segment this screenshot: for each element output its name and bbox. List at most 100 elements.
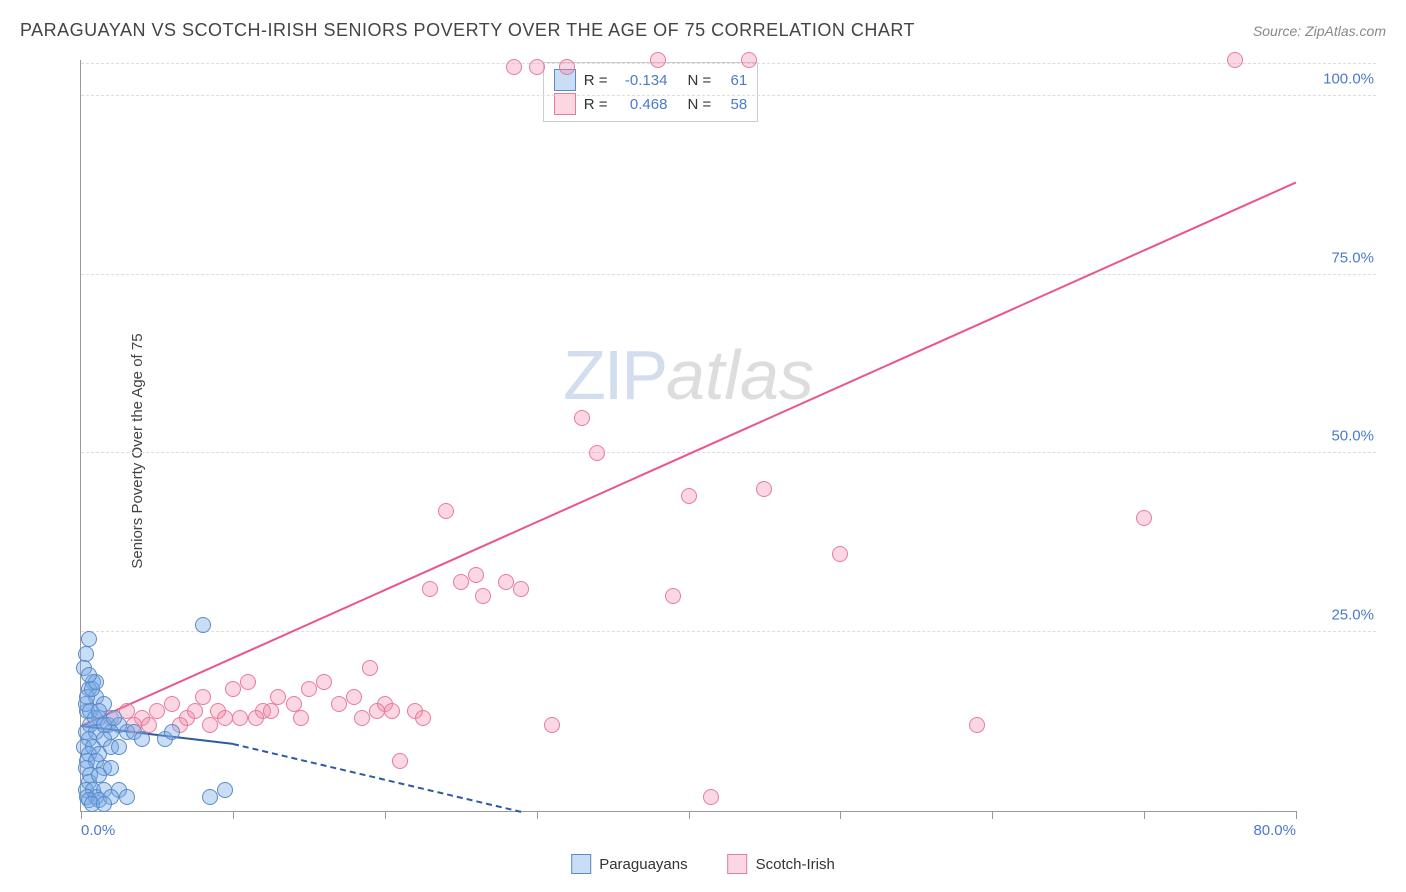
chart-header: PARAGUAYAN VS SCOTCH-IRISH SENIORS POVER… xyxy=(20,20,1386,41)
scatter-point xyxy=(681,488,697,504)
x-tick xyxy=(1296,811,1297,819)
legend-item: Scotch-Irish xyxy=(728,854,835,874)
watermark: ZIPatlas xyxy=(563,335,814,415)
x-tick xyxy=(81,811,82,819)
chart-title: PARAGUAYAN VS SCOTCH-IRISH SENIORS POVER… xyxy=(20,20,915,41)
scatter-point xyxy=(415,710,431,726)
scatter-point xyxy=(384,703,400,719)
x-tick-label: 80.0% xyxy=(1253,822,1296,839)
scatter-point xyxy=(202,789,218,805)
x-tick xyxy=(840,811,841,819)
gridline-h xyxy=(81,63,1376,64)
scatter-point xyxy=(225,681,241,697)
scatter-point xyxy=(589,445,605,461)
scatter-point xyxy=(134,731,150,747)
scatter-point xyxy=(248,710,264,726)
y-tick-label: 25.0% xyxy=(1331,607,1374,624)
scatter-point xyxy=(513,581,529,597)
scatter-point xyxy=(111,739,127,755)
stats-r-value: 0.468 xyxy=(615,96,667,113)
stats-n-value: 58 xyxy=(719,96,747,113)
scatter-point xyxy=(498,574,514,590)
scatter-point xyxy=(969,717,985,733)
scatter-point xyxy=(741,52,757,68)
scatter-point xyxy=(354,710,370,726)
scatter-plot: ZIPatlas R =-0.134N =61R =0.468N =58 25.… xyxy=(80,60,1296,812)
trend-line-dashed xyxy=(233,743,522,813)
x-tick xyxy=(1144,811,1145,819)
scatter-point xyxy=(574,410,590,426)
x-tick xyxy=(689,811,690,819)
x-tick xyxy=(385,811,386,819)
stats-row: R =0.468N =58 xyxy=(554,93,748,115)
scatter-point xyxy=(529,59,545,75)
x-tick xyxy=(992,811,993,819)
scatter-point xyxy=(468,567,484,583)
scatter-point xyxy=(240,674,256,690)
watermark-atlas: atlas xyxy=(666,336,814,414)
y-tick-label: 75.0% xyxy=(1331,249,1374,266)
legend-label: Paraguayans xyxy=(599,856,687,873)
scatter-point xyxy=(316,674,332,690)
scatter-point xyxy=(119,789,135,805)
y-tick-label: 100.0% xyxy=(1323,70,1374,87)
scatter-point xyxy=(703,789,719,805)
legend-label: Scotch-Irish xyxy=(756,856,835,873)
scatter-point xyxy=(392,753,408,769)
legend-item: Paraguayans xyxy=(571,854,687,874)
stats-row: R = -0.134 N = 61 xyxy=(554,69,748,91)
stats-r-value: -0.134 xyxy=(615,72,667,89)
scatter-point xyxy=(438,503,454,519)
x-tick-label: 0.0% xyxy=(81,822,115,839)
scatter-point xyxy=(187,703,203,719)
watermark-zip: ZIP xyxy=(563,336,666,414)
scatter-point xyxy=(331,696,347,712)
scatter-point xyxy=(217,710,233,726)
gridline-h xyxy=(81,274,1376,275)
stats-swatch xyxy=(554,93,576,115)
scatter-point xyxy=(217,782,233,798)
chart-area: Seniors Poverty Over the Age of 75 ZIPat… xyxy=(60,60,1376,842)
stats-n-label: N = xyxy=(687,72,711,89)
bottom-legend: Paraguayans Scotch-Irish xyxy=(571,854,835,874)
scatter-point xyxy=(202,717,218,733)
scatter-point xyxy=(544,717,560,733)
scatter-point xyxy=(665,588,681,604)
stats-n-value: 61 xyxy=(719,72,747,89)
gridline-h xyxy=(81,631,1376,632)
x-tick xyxy=(233,811,234,819)
scatter-point xyxy=(475,588,491,604)
scatter-point xyxy=(1136,510,1152,526)
scatter-point xyxy=(195,617,211,633)
scatter-point xyxy=(346,689,362,705)
gridline-h xyxy=(81,452,1376,453)
scatter-point xyxy=(293,710,309,726)
scatter-point xyxy=(506,59,522,75)
scatter-point xyxy=(422,581,438,597)
scatter-point xyxy=(81,667,97,683)
stats-r-label: R = xyxy=(584,96,608,113)
scatter-point xyxy=(301,681,317,697)
scatter-point xyxy=(106,710,122,726)
scatter-point xyxy=(164,696,180,712)
scatter-point xyxy=(453,574,469,590)
scatter-point xyxy=(559,59,575,75)
chart-source: Source: ZipAtlas.com xyxy=(1253,23,1386,39)
scatter-point xyxy=(362,660,378,676)
scatter-point xyxy=(650,52,666,68)
scatter-point xyxy=(96,796,112,812)
stats-r-label: R = xyxy=(584,72,608,89)
scatter-point xyxy=(263,703,279,719)
scatter-point xyxy=(1227,52,1243,68)
stats-box: R =-0.134N =61R =0.468N =58 xyxy=(543,62,759,122)
scatter-point xyxy=(369,703,385,719)
legend-swatch xyxy=(728,854,748,874)
x-tick xyxy=(537,811,538,819)
legend-swatch xyxy=(571,854,591,874)
scatter-point xyxy=(232,710,248,726)
scatter-point xyxy=(756,481,772,497)
scatter-point xyxy=(81,631,97,647)
scatter-point xyxy=(164,724,180,740)
trend-line xyxy=(81,182,1297,727)
scatter-point xyxy=(832,546,848,562)
